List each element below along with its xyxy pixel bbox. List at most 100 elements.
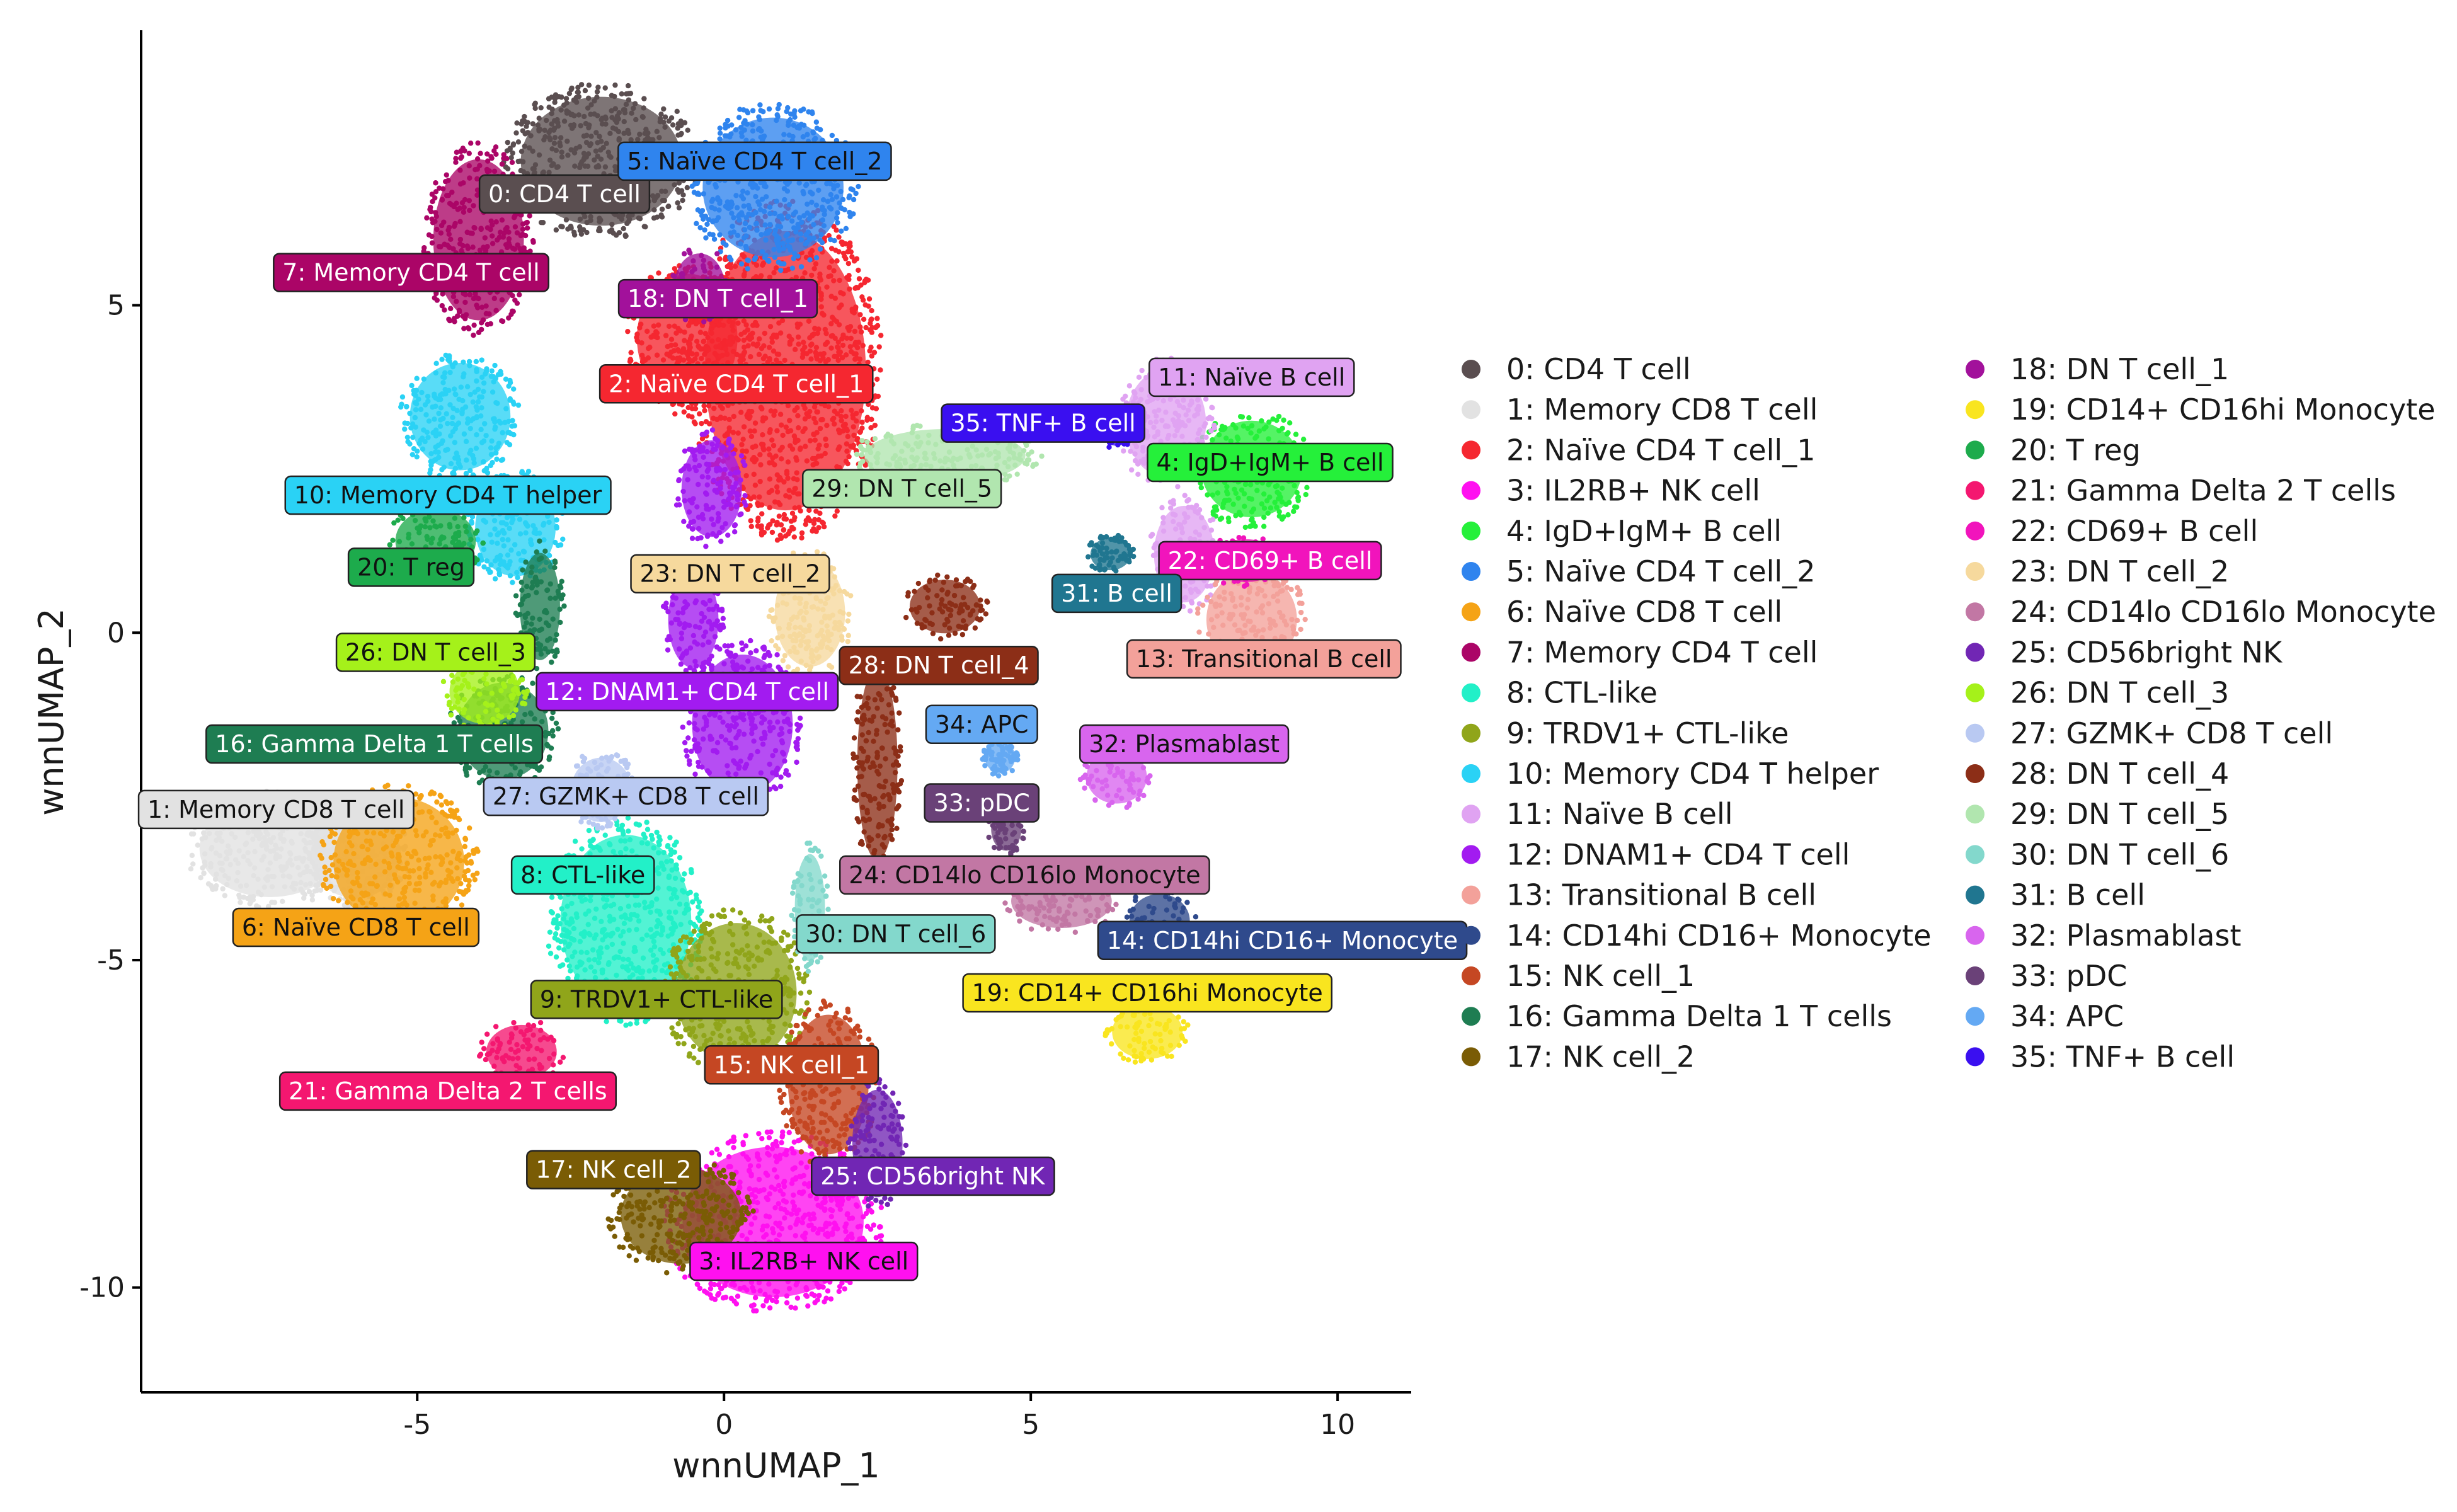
data-point (846, 277, 852, 282)
data-point (323, 876, 329, 883)
data-point (322, 864, 328, 870)
data-point (778, 1206, 784, 1211)
data-point (600, 937, 605, 942)
data-point (706, 421, 713, 427)
data-point (834, 464, 840, 470)
data-point (1274, 417, 1280, 423)
data-point (813, 202, 820, 208)
data-point (721, 323, 726, 328)
data-point (800, 188, 806, 195)
data-point (566, 930, 572, 936)
data-point (438, 793, 444, 799)
data-point (229, 831, 234, 837)
data-point (772, 210, 778, 217)
data-point (430, 198, 435, 205)
data-point (578, 949, 584, 955)
data-point (679, 130, 684, 137)
data-point (627, 837, 633, 843)
data-point (629, 848, 635, 854)
data-point (774, 198, 779, 204)
data-point (654, 957, 660, 963)
data-point (811, 527, 817, 534)
data-point (775, 113, 781, 120)
data-point (789, 265, 796, 271)
data-point (280, 839, 287, 844)
data-point (760, 432, 765, 438)
data-point (699, 208, 706, 214)
data-point (277, 832, 284, 838)
data-point (585, 95, 592, 101)
data-point (440, 899, 446, 905)
data-point (706, 346, 711, 353)
data-point (856, 267, 861, 273)
data-point (818, 277, 823, 283)
data-point (450, 808, 455, 814)
data-point (598, 945, 604, 951)
data-point (555, 120, 561, 125)
data-point (568, 224, 574, 230)
data-point (1210, 492, 1215, 498)
data-point (743, 1154, 750, 1160)
data-point (609, 108, 614, 114)
data-point (462, 299, 468, 306)
data-point (682, 871, 687, 877)
data-point (716, 207, 722, 213)
data-point (869, 405, 876, 411)
data-point (777, 1188, 783, 1194)
data-point (817, 358, 823, 364)
data-point (414, 832, 420, 839)
data-point (607, 914, 613, 919)
data-point (803, 1292, 809, 1298)
data-point (791, 1139, 797, 1145)
data-point (662, 188, 668, 194)
data-point (304, 864, 310, 869)
data-point (727, 335, 733, 340)
data-point (225, 851, 231, 857)
data-point (1300, 437, 1307, 442)
data-point (289, 840, 295, 846)
data-point (750, 1285, 755, 1291)
data-point (853, 304, 859, 310)
data-point (220, 886, 226, 891)
data-point (823, 341, 828, 347)
data-point (778, 477, 784, 483)
data-point (843, 1221, 849, 1227)
data-point (687, 336, 694, 341)
data-point (628, 137, 634, 143)
data-point (365, 847, 371, 852)
data-point (210, 886, 215, 892)
data-point (594, 89, 600, 94)
data-point (1251, 506, 1257, 512)
data-point (786, 1286, 793, 1292)
data-point (1266, 436, 1271, 442)
data-point (841, 1151, 847, 1157)
data-point (631, 105, 636, 112)
data-point (582, 896, 588, 903)
data-point (805, 515, 811, 521)
data-point (491, 295, 497, 301)
data-point (573, 100, 580, 105)
data-point (549, 110, 554, 117)
data-point (835, 1202, 841, 1208)
data-point (666, 118, 672, 124)
data-point (668, 336, 675, 342)
data-point (648, 832, 655, 839)
data-point (806, 413, 812, 420)
data-point (762, 222, 768, 228)
data-point (654, 896, 660, 902)
data-point (796, 180, 802, 186)
data-point (306, 889, 312, 895)
data-point (1295, 494, 1302, 500)
data-point (822, 326, 828, 333)
data-point (1246, 415, 1252, 421)
data-point (298, 879, 304, 886)
data-point (846, 244, 852, 250)
data-point (698, 346, 704, 352)
data-point (595, 84, 601, 90)
data-point (588, 102, 594, 108)
data-point (783, 1152, 789, 1158)
data-point (741, 203, 747, 209)
data-point (568, 112, 574, 118)
data-point (665, 842, 671, 849)
data-point (359, 844, 365, 850)
